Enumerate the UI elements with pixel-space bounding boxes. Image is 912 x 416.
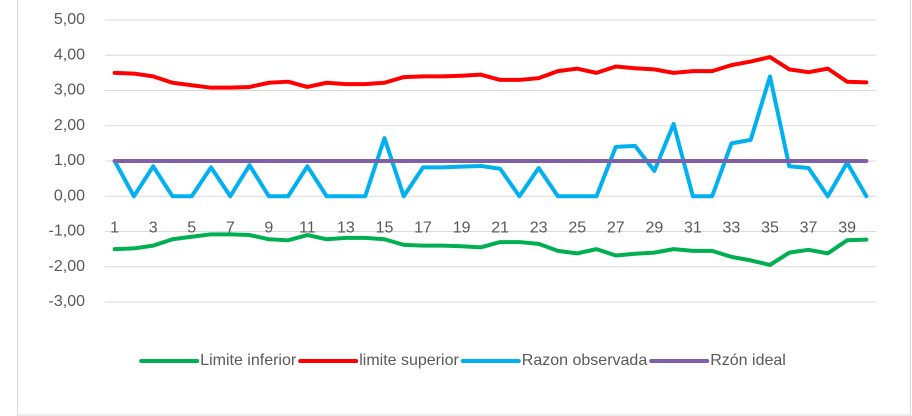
x-tick-label: 1 xyxy=(110,219,119,236)
legend-label: limite superior xyxy=(359,352,459,369)
x-tick-label: 19 xyxy=(453,219,471,236)
x-tick-label: 39 xyxy=(838,219,856,236)
y-tick-label: -1,00 xyxy=(49,223,86,240)
y-tick-label: 3,00 xyxy=(54,82,85,99)
x-tick-label: 5 xyxy=(187,219,196,236)
legend-label: Limite inferior xyxy=(200,352,297,369)
x-tick-label: 23 xyxy=(530,219,548,236)
x-tick-label: 37 xyxy=(800,219,818,236)
y-tick-label: 4,00 xyxy=(54,46,85,63)
x-tick-label: 29 xyxy=(645,219,663,236)
x-tick-label: 13 xyxy=(337,219,355,236)
x-tick-label: 35 xyxy=(761,219,779,236)
chart-border xyxy=(17,0,911,416)
series-line xyxy=(112,74,869,199)
legend-label: Razon observada xyxy=(522,352,648,369)
x-tick-label: 33 xyxy=(723,219,741,236)
y-tick-label: 2,00 xyxy=(54,117,85,134)
x-tick-label: 15 xyxy=(376,219,394,236)
x-tick-label: 3 xyxy=(149,219,158,236)
series-line xyxy=(112,55,869,90)
x-tick-label: 31 xyxy=(684,219,702,236)
series-line xyxy=(112,232,869,267)
x-tick-label: 25 xyxy=(568,219,586,236)
x-tick-label: 9 xyxy=(264,219,273,236)
x-tick-label: 21 xyxy=(491,219,509,236)
y-tick-label: -3,00 xyxy=(49,293,86,310)
x-tick-label: 17 xyxy=(414,219,432,236)
y-tick-label: 5,00 xyxy=(54,11,85,28)
y-tick-label: 0,00 xyxy=(54,187,85,204)
x-tick-label: 27 xyxy=(607,219,625,236)
y-tick-label: -2,00 xyxy=(49,258,86,275)
x-tick-label: 7 xyxy=(226,219,235,236)
y-tick-label: 1,00 xyxy=(54,152,85,169)
legend-label: Rzón ideal xyxy=(710,352,786,369)
x-tick-label: 11 xyxy=(299,219,316,236)
